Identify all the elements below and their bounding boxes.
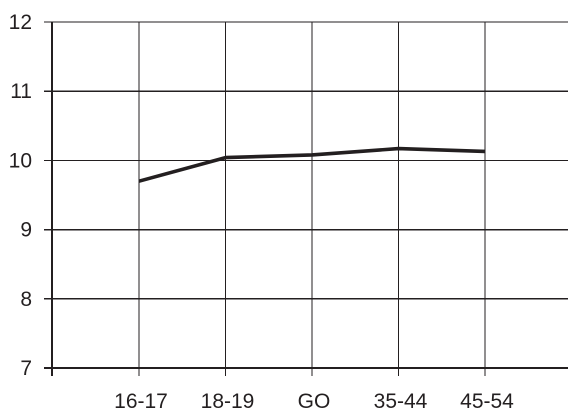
x-tick-label-16-17: 16-17 [114,390,168,412]
x-tick-label-GO: GO [298,390,331,412]
y-tick-label-9: 9 [20,219,32,242]
grid [52,21,568,368]
series [138,146,486,183]
tick-labels: 7 8 9 10 11 12 16-17 18-19 GO 35-44 45-54 [9,11,515,412]
y-tick-label-12: 12 [9,11,32,34]
x-tick-label-45-54: 45-54 [460,390,514,412]
axes [44,21,568,376]
x-tick-label-18-19: 18-19 [201,390,255,412]
y-tick-label-8: 8 [20,288,32,311]
y-tick-label-7: 7 [20,357,32,380]
y-tick-label-10: 10 [9,149,32,172]
y-tick-label-11: 11 [10,80,32,103]
x-tick-label-35-44: 35-44 [374,390,428,412]
